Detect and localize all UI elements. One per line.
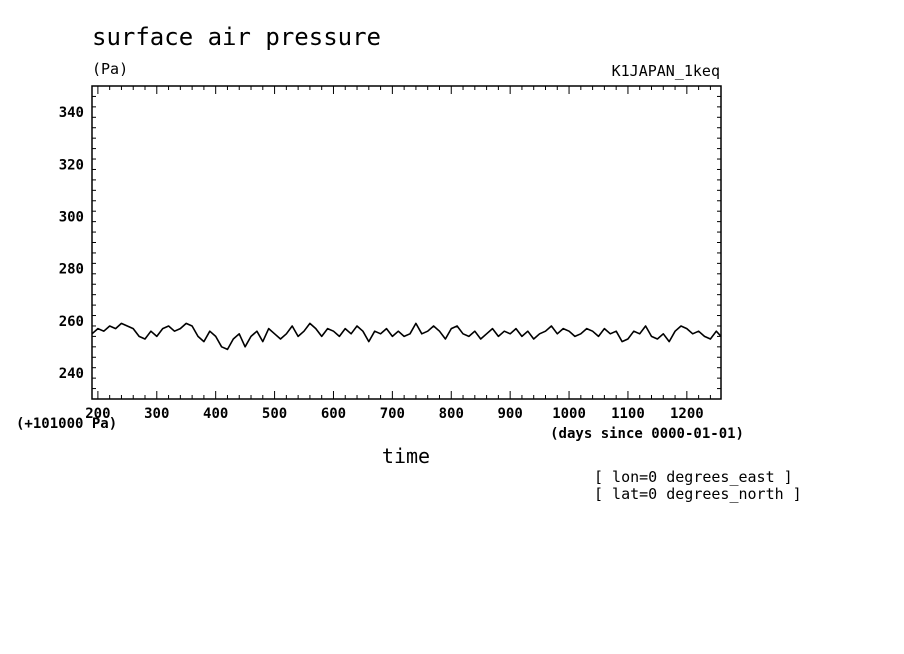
x-tick-label: 1200 xyxy=(670,406,704,422)
y-tick-label: 300 xyxy=(59,209,84,225)
x-tick-label: 200 xyxy=(85,406,110,422)
x-tick-label: 900 xyxy=(498,406,523,422)
y-tick-label: 260 xyxy=(59,314,84,330)
x-tick-label: 1100 xyxy=(611,406,645,422)
x-tick-label: 400 xyxy=(203,406,228,422)
y-tick-label: 240 xyxy=(59,366,84,382)
annotation-lat: [ lat=0 degrees_north ] xyxy=(594,485,802,503)
x-tick-label: 1000 xyxy=(552,406,586,422)
x-tick-label: 700 xyxy=(380,406,405,422)
x-axis: 200 300 400 500 600 700 800 900 1000 1100 1200 xyxy=(85,86,711,422)
y-tick-label: 280 xyxy=(59,262,84,278)
x-tick-label: 800 xyxy=(439,406,464,422)
units-label: (Pa) xyxy=(92,60,128,78)
chart-title: surface air pressure xyxy=(92,23,381,51)
x-tick-label: 600 xyxy=(321,406,346,422)
y-tick-label: 340 xyxy=(59,105,84,121)
y-tick-label: 320 xyxy=(59,157,84,173)
x-axis-label: time xyxy=(382,444,430,468)
series-group xyxy=(91,322,722,351)
x-units-label: (days since 0000-01-01) xyxy=(550,426,744,442)
x-tick-label: 300 xyxy=(144,406,169,422)
y-axis: 240 260 280 300 320 340 xyxy=(59,85,721,400)
plot-frame xyxy=(91,85,722,400)
run-label: K1JAPAN_1keq xyxy=(612,62,720,80)
series-line xyxy=(91,322,722,351)
x-tick-label: 500 xyxy=(262,406,287,422)
annotation-lon: [ lon=0 degrees_east ] xyxy=(594,468,793,486)
y-offset-label: (+101000 Pa) xyxy=(16,416,117,432)
